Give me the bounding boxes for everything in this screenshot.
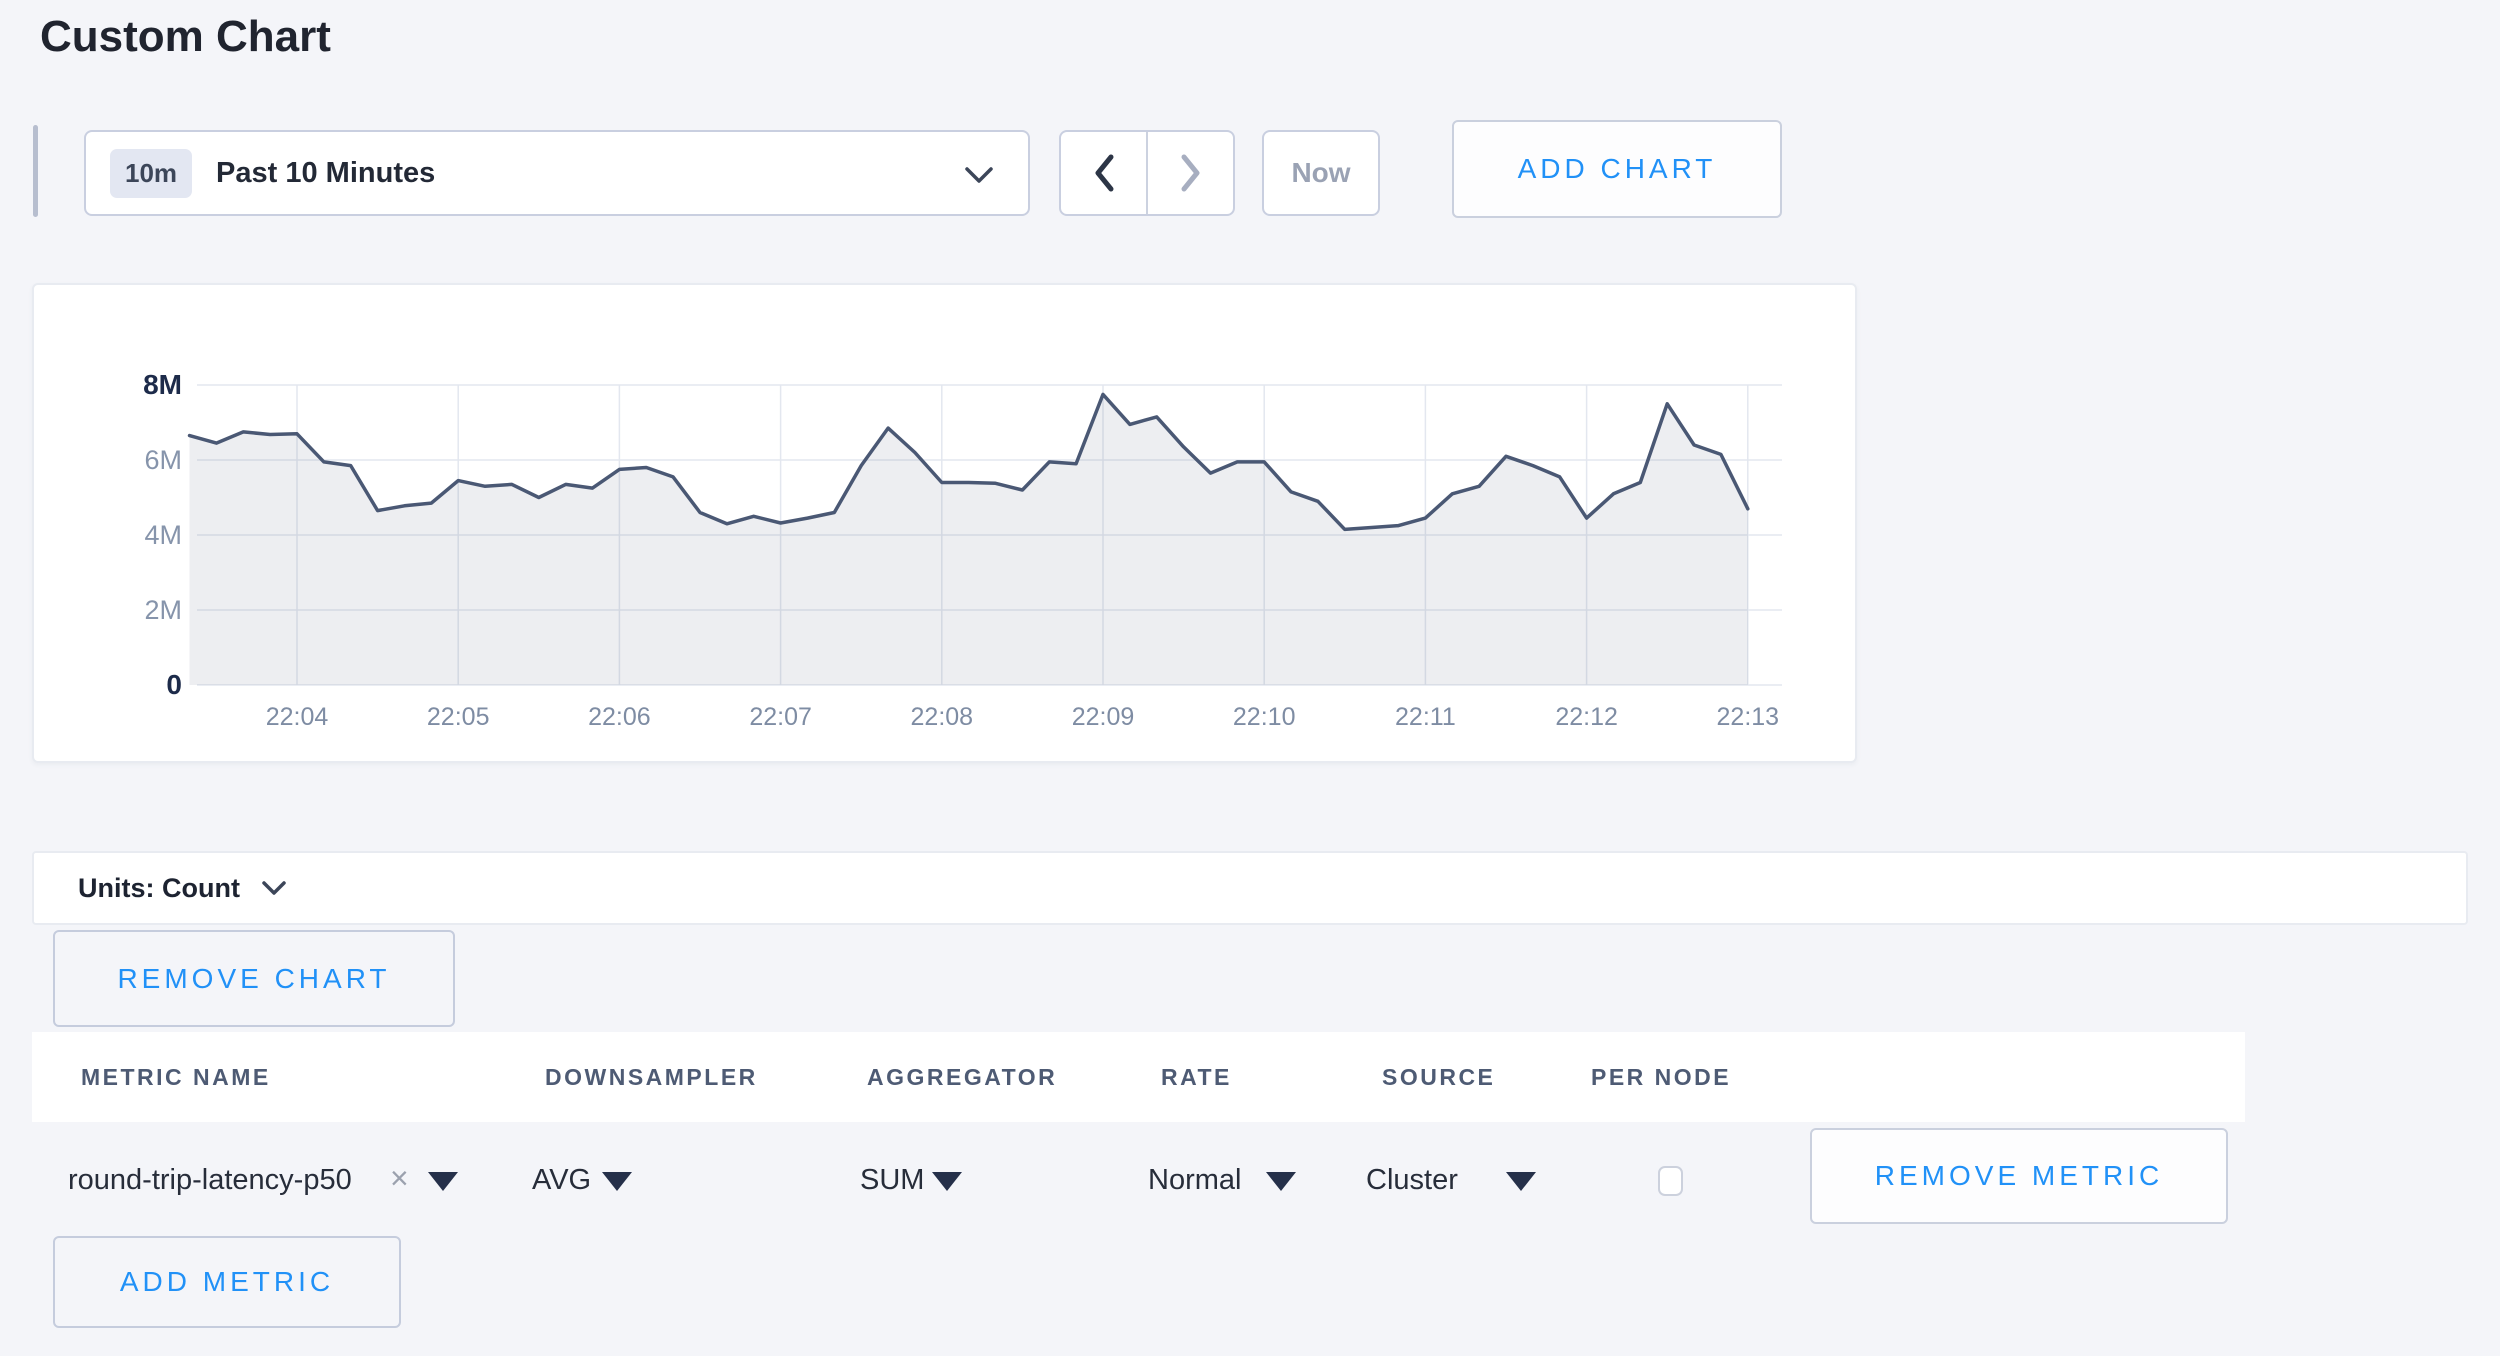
add-metric-button[interactable]: ADD METRIC: [53, 1236, 401, 1328]
source-select[interactable]: Cluster: [1366, 1164, 1458, 1196]
svg-text:8M: 8M: [143, 369, 182, 400]
chevron-left-icon: [1095, 154, 1113, 192]
svg-text:22:09: 22:09: [1072, 703, 1135, 731]
col-header-source: SOURCE: [1382, 1064, 1496, 1090]
add-chart-button[interactable]: ADD CHART: [1452, 120, 1782, 218]
remove-metric-button[interactable]: REMOVE METRIC: [1810, 1128, 2228, 1224]
svg-text:0: 0: [166, 669, 182, 700]
remove-chart-button[interactable]: REMOVE CHART: [53, 930, 455, 1027]
svg-text:22:13: 22:13: [1717, 703, 1780, 731]
col-header-aggregator: AGGREGATOR: [867, 1064, 1058, 1090]
caret-down-icon[interactable]: [428, 1172, 458, 1191]
metric-name-select[interactable]: round-trip-latency-p50: [68, 1164, 352, 1196]
toolbar-accent-bar: [33, 125, 38, 217]
prev-time-button[interactable]: [1061, 132, 1148, 214]
time-window-pager: [1059, 130, 1235, 216]
rate-select[interactable]: Normal: [1148, 1164, 1242, 1196]
svg-text:22:10: 22:10: [1233, 703, 1296, 731]
col-header-metric-name: METRIC NAME: [81, 1064, 271, 1090]
metrics-table-header: METRIC NAME DOWNSAMPLER AGGREGATOR RATE …: [32, 1032, 2245, 1122]
close-icon[interactable]: ×: [390, 1160, 409, 1196]
chart-card: 0 2M 4M 6M 8M 22:04 22:05 22:06 22:07 22:08 22:09 2…: [32, 283, 1857, 763]
caret-down-icon[interactable]: [932, 1172, 962, 1191]
aggregator-select[interactable]: SUM: [860, 1164, 925, 1196]
svg-text:22:12: 22:12: [1555, 703, 1618, 731]
units-label: Units: Count: [78, 872, 240, 903]
caret-down-icon[interactable]: [602, 1172, 632, 1191]
next-time-button[interactable]: [1148, 132, 1233, 214]
chevron-down-icon: [262, 881, 286, 895]
downsampler-select[interactable]: AVG: [532, 1164, 592, 1196]
svg-text:22:06: 22:06: [588, 703, 651, 731]
units-select[interactable]: Units: Count: [32, 851, 2468, 925]
caret-down-icon[interactable]: [1506, 1172, 1536, 1191]
time-range-badge: 10m: [110, 148, 193, 198]
time-range-select[interactable]: 10m Past 10 Minutes: [84, 130, 1030, 216]
metric-area-chart: 0 2M 4M 6M 8M 22:04 22:05 22:06 22:07 22:08 22:09 2…: [143, 369, 1782, 731]
svg-text:22:08: 22:08: [911, 703, 974, 731]
time-range-label: Past 10 Minutes: [216, 156, 436, 189]
per-node-checkbox[interactable]: [1658, 1166, 1683, 1196]
svg-text:22:04: 22:04: [266, 703, 329, 731]
svg-text:22:05: 22:05: [427, 703, 490, 731]
chevron-down-icon: [965, 167, 993, 183]
col-header-rate: RATE: [1161, 1064, 1232, 1090]
page-title: Custom Chart: [40, 12, 331, 61]
svg-text:22:11: 22:11: [1395, 703, 1456, 731]
now-button[interactable]: Now: [1262, 130, 1380, 216]
chevron-right-icon: [1181, 154, 1199, 192]
caret-down-icon[interactable]: [1266, 1172, 1296, 1191]
col-header-downsampler: DOWNSAMPLER: [545, 1064, 758, 1090]
col-header-per-node: PER NODE: [1591, 1064, 1732, 1090]
svg-text:22:07: 22:07: [749, 703, 812, 731]
svg-text:6M: 6M: [144, 445, 182, 475]
svg-text:2M: 2M: [144, 595, 182, 625]
svg-text:4M: 4M: [144, 520, 182, 550]
